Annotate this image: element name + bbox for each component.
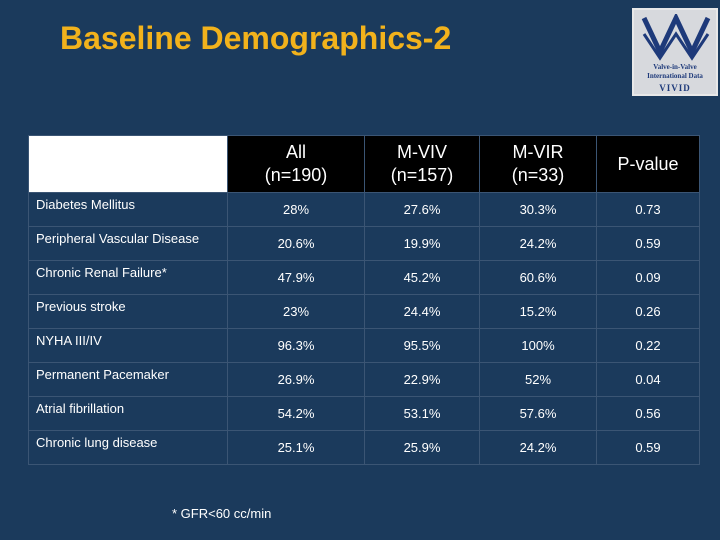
logo-text-line1: Valve-in-Valve [653, 63, 697, 71]
cell-m-vir: 15.2% [479, 294, 597, 329]
demographics-table: All (n=190) M-VIV (n=157) M-VIR (n=33) P… [28, 135, 700, 465]
cell-m-vir: 60.6% [479, 260, 597, 295]
cell-all: 26.9% [227, 362, 365, 397]
cell-m-viv: 53.1% [364, 396, 480, 431]
cell-p-value: 0.56 [596, 396, 700, 431]
row-label: Chronic lung disease [28, 430, 228, 465]
table-row: Chronic Renal Failure* 47.9% 45.2% 60.6%… [28, 260, 700, 295]
cell-all: 25.1% [227, 430, 365, 465]
header-m-viv: M-VIV (n=157) [364, 135, 480, 193]
row-label: Atrial fibrillation [28, 396, 228, 431]
cell-p-value: 0.22 [596, 328, 700, 363]
cell-m-viv: 45.2% [364, 260, 480, 295]
table-header-row: All (n=190) M-VIV (n=157) M-VIR (n=33) P… [28, 135, 700, 193]
header-p-value: P-value [596, 135, 700, 193]
cell-m-vir: 57.6% [479, 396, 597, 431]
cell-p-value: 0.04 [596, 362, 700, 397]
row-label: Chronic Renal Failure* [28, 260, 228, 295]
vivid-logo: Valve-in-Valve International Data VIVID [632, 8, 718, 96]
row-label: Peripheral Vascular Disease [28, 226, 228, 261]
slide-title: Baseline Demographics-2 [60, 20, 452, 56]
header-all: All (n=190) [227, 135, 365, 193]
cell-m-viv: 24.4% [364, 294, 480, 329]
cell-all: 47.9% [227, 260, 365, 295]
table-row: Chronic lung disease 25.1% 25.9% 24.2% 0… [28, 430, 700, 465]
row-label: NYHA III/IV [28, 328, 228, 363]
logo-text-line3: VIVID [659, 83, 691, 93]
cell-all: 20.6% [227, 226, 365, 261]
cell-m-viv: 22.9% [364, 362, 480, 397]
cell-p-value: 0.26 [596, 294, 700, 329]
cell-m-viv: 27.6% [364, 192, 480, 227]
footnote: * GFR<60 cc/min [172, 506, 272, 521]
header-p-value-text: P-value [617, 153, 679, 174]
cell-p-value: 0.59 [596, 430, 700, 465]
cell-all: 28% [227, 192, 365, 227]
cell-p-value: 0.59 [596, 226, 700, 261]
cell-m-viv: 19.9% [364, 226, 480, 261]
cell-m-vir: 100% [479, 328, 597, 363]
cell-m-viv: 25.9% [364, 430, 480, 465]
table-row: Atrial fibrillation 54.2% 53.1% 57.6% 0.… [28, 396, 700, 431]
table-row: Diabetes Mellitus 28% 27.6% 30.3% 0.73 [28, 192, 700, 227]
cell-m-vir: 24.2% [479, 226, 597, 261]
cell-p-value: 0.09 [596, 260, 700, 295]
row-label: Diabetes Mellitus [28, 192, 228, 227]
cell-all: 23% [227, 294, 365, 329]
header-m-vir: M-VIR (n=33) [479, 135, 597, 193]
valve-logo-icon [641, 14, 711, 61]
table-row: Permanent Pacemaker 26.9% 22.9% 52% 0.04 [28, 362, 700, 397]
header-m-viv-text: M-VIV (n=157) [390, 142, 454, 185]
header-all-text: All (n=190) [264, 142, 328, 185]
header-m-vir-text: M-VIR (n=33) [511, 142, 565, 185]
cell-p-value: 0.73 [596, 192, 700, 227]
cell-all: 54.2% [227, 396, 365, 431]
row-label: Permanent Pacemaker [28, 362, 228, 397]
cell-m-vir: 24.2% [479, 430, 597, 465]
cell-m-viv: 95.5% [364, 328, 480, 363]
cell-m-vir: 52% [479, 362, 597, 397]
cell-all: 96.3% [227, 328, 365, 363]
logo-text-line2: International Data [647, 72, 703, 80]
cell-m-vir: 30.3% [479, 192, 597, 227]
header-corner-cell [28, 135, 228, 193]
table-row: Peripheral Vascular Disease 20.6% 19.9% … [28, 226, 700, 261]
table-row: NYHA III/IV 96.3% 95.5% 100% 0.22 [28, 328, 700, 363]
table-row: Previous stroke 23% 24.4% 15.2% 0.26 [28, 294, 700, 329]
row-label: Previous stroke [28, 294, 228, 329]
